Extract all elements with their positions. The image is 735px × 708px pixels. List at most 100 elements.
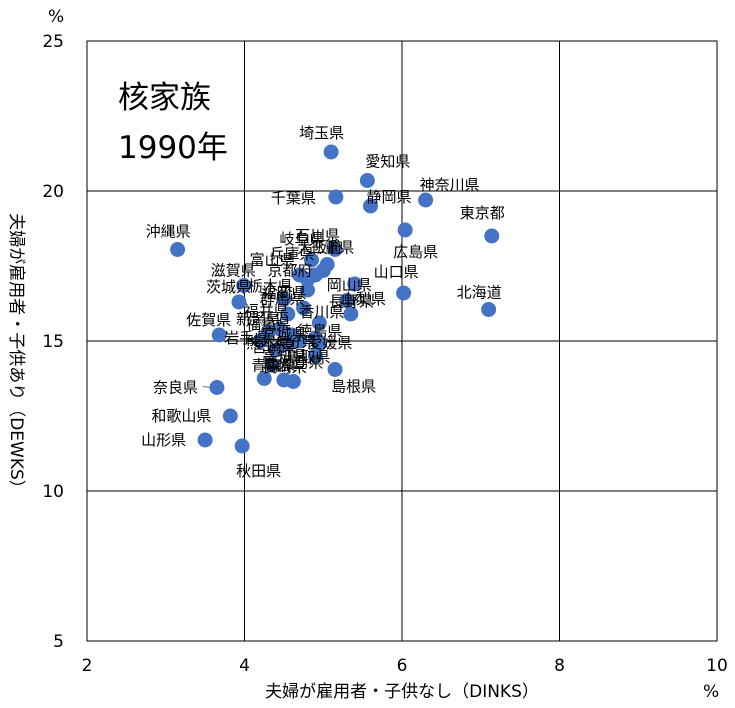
point-label: 徳島県	[297, 322, 342, 340]
data-point	[252, 333, 268, 349]
point-label: 東京都	[460, 204, 505, 222]
point-label: 茨城県	[206, 278, 251, 296]
point-label: 山梨県	[341, 290, 386, 308]
data-point	[484, 228, 500, 244]
data-point	[327, 242, 343, 257]
point-label: 秋田県	[236, 462, 281, 480]
point-label: 埼玉県	[299, 124, 344, 142]
y-tick-label: 25	[42, 32, 64, 52]
y-tick-label: 10	[42, 482, 64, 502]
data-point	[256, 371, 272, 386]
data-point	[300, 282, 315, 298]
data-point	[418, 192, 434, 208]
point-label: 群馬県	[260, 290, 305, 308]
point-label: 長野県	[329, 293, 374, 311]
point-label: 愛知県	[365, 153, 410, 171]
data-point	[343, 306, 359, 322]
point-label: 高知県	[262, 347, 307, 365]
data-point	[234, 438, 250, 454]
grid-lines	[87, 41, 717, 641]
point-label: 福島県	[246, 315, 291, 333]
x-tick-label: 6	[397, 656, 408, 676]
point-label: 大分県	[272, 333, 317, 351]
point-label: 岐阜県	[279, 230, 324, 248]
data-point	[359, 173, 375, 188]
point-label: 佐賀県	[186, 311, 231, 329]
point-label: 兵庫県	[269, 245, 314, 263]
data-point	[481, 302, 497, 317]
point-label: 山口県	[374, 263, 419, 281]
point-label: 千葉県	[271, 189, 316, 207]
y-tick-label: 15	[42, 332, 64, 352]
point-label: 栃木県	[248, 277, 293, 295]
data-point	[292, 333, 308, 349]
x-tick-label: 2	[82, 656, 93, 676]
point-label: 滋賀県	[211, 262, 256, 280]
x-unit-label: %	[703, 682, 719, 702]
data-point	[231, 294, 247, 310]
point-label: 富山県	[250, 251, 295, 269]
point-label: 三重県	[309, 239, 354, 257]
label-leader-line	[202, 386, 211, 388]
point-label: 沖縄県	[146, 223, 191, 241]
data-point	[170, 242, 186, 257]
point-label: 新潟県	[236, 310, 281, 328]
x-tick-label: 8	[554, 656, 565, 676]
x-axis-title: 夫婦が雇用者・子供なし（DINKS）	[265, 682, 539, 702]
data-point	[328, 189, 344, 205]
point-label: 北海道	[457, 284, 502, 302]
data-point	[323, 144, 339, 160]
point-label: 京都府	[268, 262, 313, 280]
point-label: 岩手県	[224, 329, 269, 347]
data-point	[272, 321, 288, 337]
tick-labels: 2 4 6 8 10 5 10 15 20 25	[42, 32, 727, 676]
data-point	[319, 257, 335, 272]
point-label: 福井県	[244, 302, 289, 320]
data-point	[311, 336, 327, 352]
point-label: 香川県	[299, 303, 344, 321]
data-point	[276, 291, 292, 307]
point-label: 岡山県	[327, 276, 372, 294]
point-label: 大阪府	[297, 239, 342, 257]
data-point	[209, 380, 225, 395]
data-point	[280, 306, 296, 322]
point-label: 和歌山県	[151, 407, 211, 425]
data-point	[339, 293, 355, 308]
point-label: 福岡県	[262, 284, 307, 302]
x-tick-label: 4	[239, 656, 250, 676]
data-point	[363, 198, 378, 214]
data-point	[327, 362, 343, 377]
data-point	[280, 336, 296, 352]
point-label: 青森県	[251, 357, 296, 375]
annotation-line-1: 核家族	[118, 80, 211, 116]
point-label: 静岡県	[367, 188, 412, 206]
y-tick-label: 20	[42, 182, 64, 202]
point-label: 愛媛県	[307, 334, 352, 352]
point-label: 奈良県	[153, 379, 198, 397]
data-point	[307, 267, 323, 283]
data-point	[268, 342, 284, 358]
data-point	[197, 432, 213, 448]
data-point	[311, 315, 327, 331]
point-label: 宮城県	[262, 325, 307, 343]
point-label: 神奈川県	[420, 176, 480, 194]
y-tick-label: 5	[53, 632, 64, 652]
y-unit-label: %	[48, 7, 64, 27]
point-label: 鹿児島県	[263, 354, 323, 372]
point-label: 山形県	[141, 431, 186, 449]
point-label: 熊本県	[246, 334, 291, 352]
annotation-line-2: 1990年	[118, 130, 228, 166]
data-points	[170, 144, 500, 454]
data-point	[222, 408, 238, 424]
data-point	[303, 252, 319, 268]
data-point	[285, 374, 301, 389]
y-axis-title: 夫婦が雇用者・子供あり（DEWKS）	[6, 213, 26, 497]
data-point	[396, 285, 412, 301]
point-label: 宮崎県	[252, 338, 297, 356]
data-point	[347, 276, 363, 292]
point-label: 長崎県	[262, 358, 307, 376]
data-point	[296, 300, 312, 316]
x-tick-label: 10	[706, 656, 728, 676]
